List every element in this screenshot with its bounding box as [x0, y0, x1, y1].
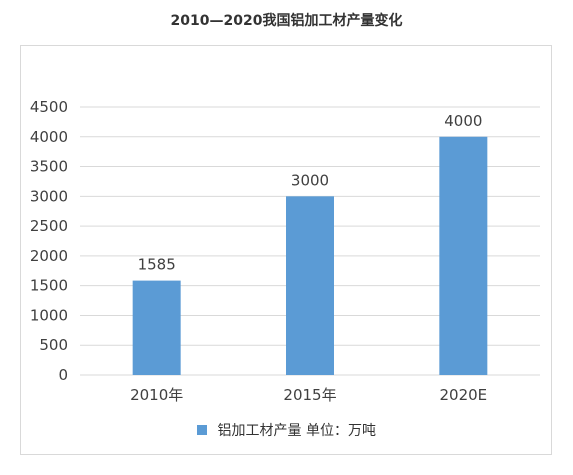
- x-tick-label: 2020E: [440, 386, 488, 404]
- bar: [286, 196, 334, 375]
- y-tick-label: 4500: [30, 98, 68, 116]
- x-tick-label: 2010年: [130, 386, 183, 404]
- bar: [132, 280, 181, 375]
- y-tick-label: 1000: [30, 306, 68, 324]
- y-tick-label: 3000: [30, 187, 68, 205]
- data-label: 4000: [444, 112, 482, 130]
- x-tick-label: 2015年: [283, 386, 336, 404]
- legend: 铝加工材产量 单位：万吨: [0, 420, 573, 440]
- y-tick-label: 2000: [30, 247, 68, 265]
- bar: [439, 136, 488, 375]
- y-tick-label: 0: [58, 366, 68, 384]
- legend-swatch: [197, 425, 208, 435]
- legend-label: 铝加工材产量 单位：万吨: [217, 423, 376, 439]
- chart-title: 2010—2020我国铝加工材产量变化: [170, 13, 403, 29]
- y-tick-label: 4000: [30, 128, 68, 146]
- y-tick-label: 500: [39, 336, 68, 354]
- y-tick-label: 2500: [30, 217, 68, 235]
- y-tick-label: 1500: [30, 277, 68, 295]
- data-label: 3000: [291, 171, 329, 189]
- data-label: 1585: [138, 256, 176, 274]
- chart-frame: [20, 45, 552, 455]
- y-tick-label: 3500: [30, 158, 68, 176]
